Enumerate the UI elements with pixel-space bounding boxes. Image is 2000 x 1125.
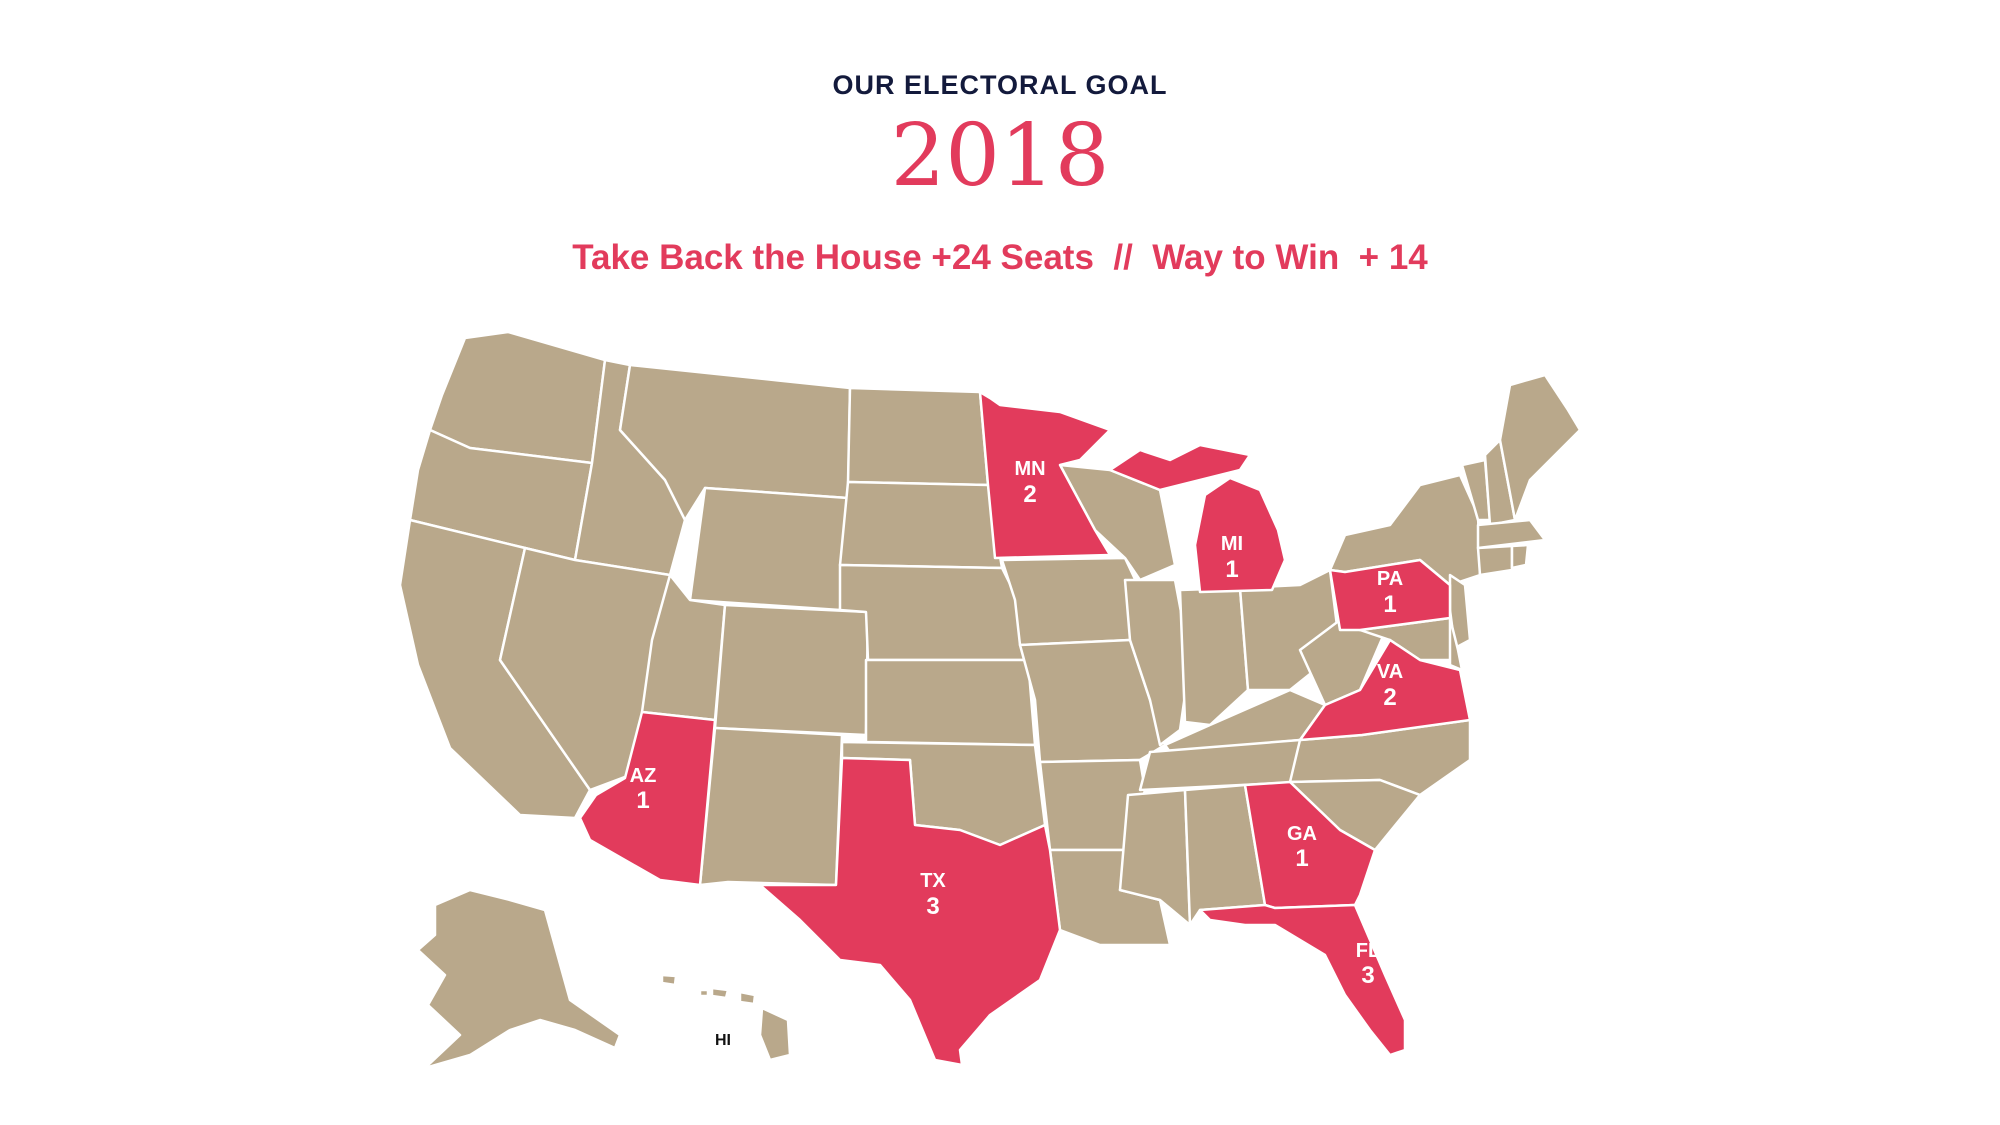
state-mi-upper: [1108, 443, 1252, 492]
state-labels: MN 2 MI 1 PA 1 VA 2 AZ 1 TX 3 GA 1 FL 3 …: [630, 458, 1403, 1049]
state-hi-4: [660, 973, 678, 987]
state-fl: [1198, 903, 1407, 1057]
eyebrow-heading: OUR ELECTORAL GOAL: [832, 70, 1168, 100]
state-ri: [1510, 543, 1530, 570]
target-states: [578, 390, 1472, 1067]
label-tx-abbr: TX: [920, 870, 946, 892]
label-az-abbr: AZ: [630, 765, 657, 787]
state-va: [1298, 638, 1472, 742]
label-mi-abbr: MI: [1221, 533, 1243, 555]
state-co: [713, 603, 870, 737]
state-ct: [1476, 544, 1514, 577]
label-ga-seats: 1: [1295, 845, 1308, 872]
state-ak: [416, 888, 622, 1070]
state-sd: [838, 480, 1004, 570]
year-title: 2018: [890, 106, 1110, 206]
base-states: [398, 330, 1582, 1070]
state-nm: [698, 726, 844, 887]
state-hi-5: [698, 988, 710, 998]
label-az-seats: 1: [636, 787, 649, 814]
state-de: [1448, 616, 1464, 672]
state-mn: [978, 390, 1112, 560]
label-mi-seats: 1: [1225, 556, 1238, 583]
label-mn-seats: 2: [1023, 481, 1036, 508]
state-hi-1: [758, 1006, 792, 1062]
tagline: Take Back the House +24 Seats // Way to …: [572, 238, 1428, 277]
label-va-seats: 2: [1383, 684, 1396, 711]
state-hi-2: [738, 990, 757, 1006]
state-tx: [758, 756, 1062, 1067]
label-mn-abbr: MN: [1014, 458, 1045, 480]
state-in: [1178, 586, 1250, 727]
state-ks: [864, 658, 1037, 747]
state-ia: [1000, 556, 1142, 647]
state-ne: [838, 563, 1030, 662]
state-mi: [1193, 476, 1287, 594]
state-il: [1123, 578, 1192, 747]
state-az: [578, 710, 717, 887]
state-hi-3: [710, 986, 730, 1000]
state-ms: [1118, 788, 1192, 927]
state-ma: [1476, 518, 1547, 550]
state-wy: [688, 486, 850, 612]
label-fl-abbr: FL: [1356, 940, 1380, 962]
state-nd: [846, 386, 990, 487]
label-pa-abbr: PA: [1377, 568, 1403, 590]
label-va-abbr: VA: [1377, 661, 1403, 683]
label-pa-seats: 1: [1383, 591, 1396, 618]
state-me: [1498, 373, 1582, 522]
state-pa: [1328, 558, 1452, 632]
label-hi-inset: HI: [715, 1032, 731, 1049]
label-ga-abbr: GA: [1287, 823, 1317, 845]
label-fl-seats: 3: [1361, 962, 1374, 989]
label-tx-seats: 3: [926, 893, 939, 920]
